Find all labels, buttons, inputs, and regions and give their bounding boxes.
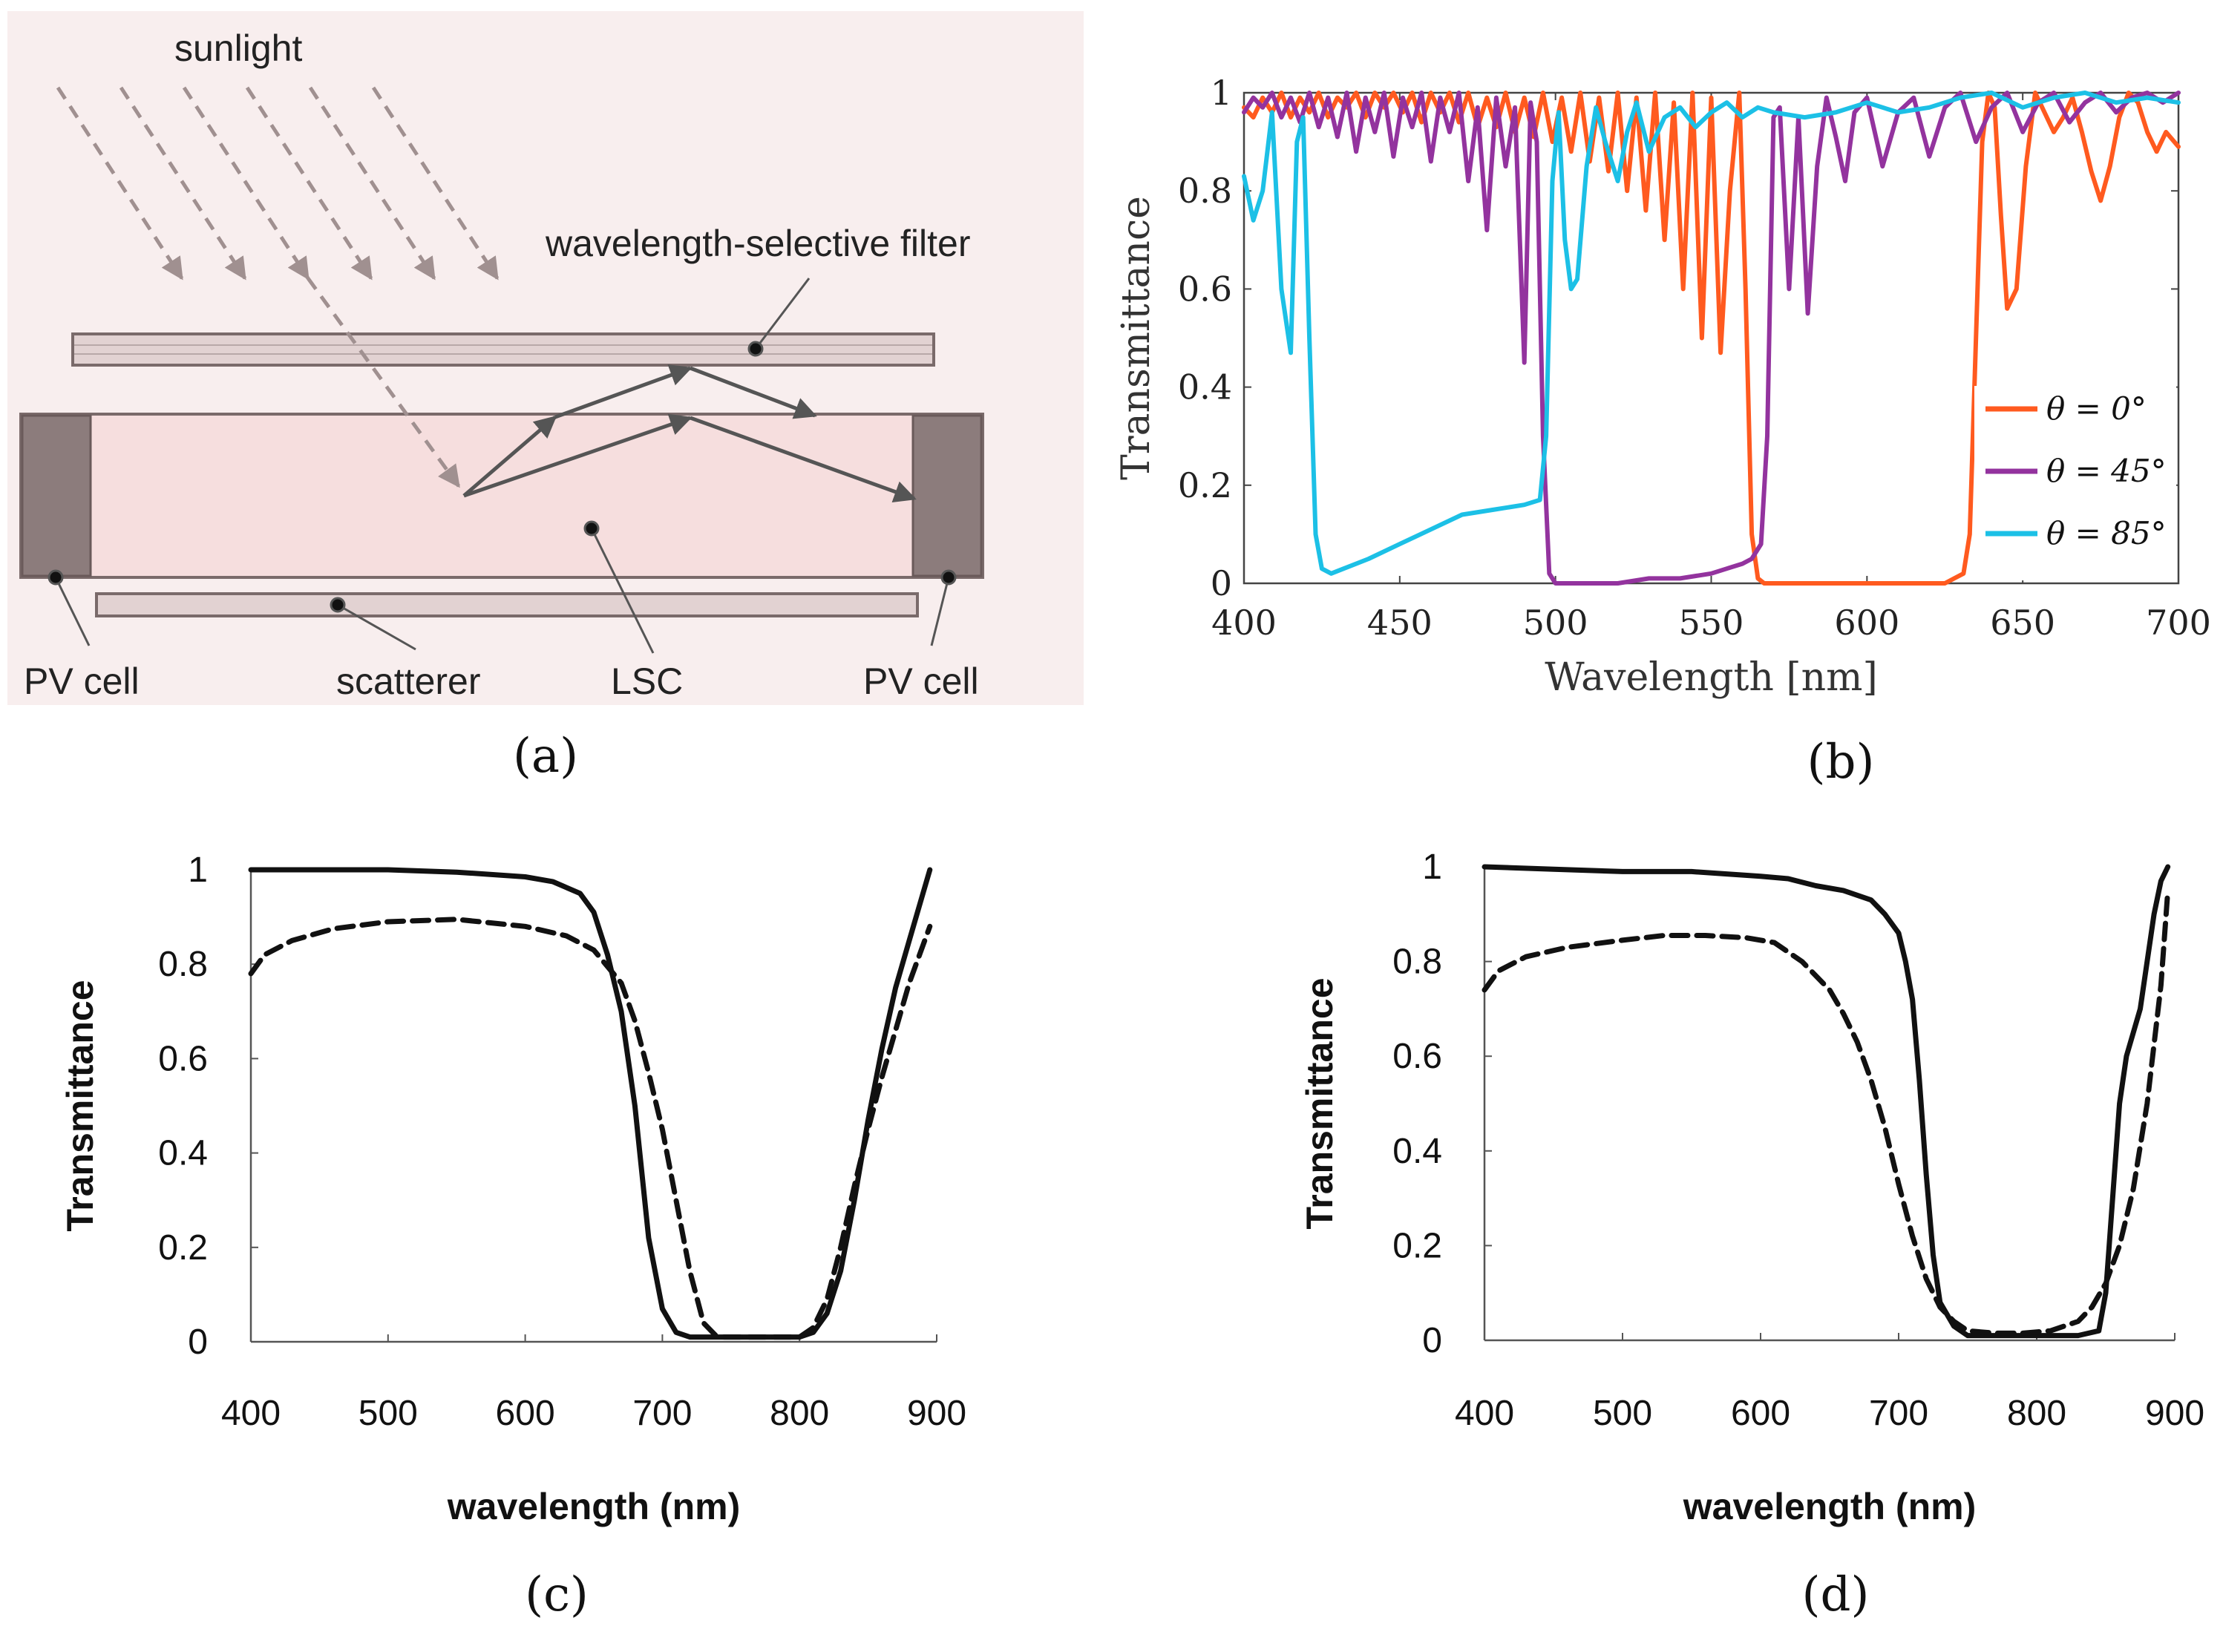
- series-line-3: [1242, 91, 2181, 576]
- x-tick-label: 500: [1523, 603, 1588, 643]
- sunlight-rays: [56, 86, 500, 281]
- pv-cell-right: [911, 414, 983, 577]
- leader-lsc: [590, 528, 655, 654]
- x-tick-label: 900: [2145, 1394, 2204, 1433]
- wavelength-selective-filter: [71, 332, 935, 367]
- x-tick-label: 600: [1834, 603, 1899, 643]
- x-tick-label: 400: [1455, 1394, 1514, 1433]
- x-tick-label: 900: [907, 1394, 966, 1433]
- x-tick-label: 500: [359, 1394, 418, 1433]
- y-tick-label: 0.4: [1178, 367, 1232, 407]
- leader-filter: [754, 278, 811, 350]
- x-tick-label: 450: [1367, 603, 1433, 643]
- y-tick-label: 0.8: [1392, 943, 1442, 982]
- x-tick-label: 700: [2146, 603, 2211, 643]
- y-tick-label: 0: [1211, 563, 1232, 603]
- leader-dot: [48, 569, 64, 586]
- y-tick-label: 0.8: [1178, 171, 1232, 211]
- emitted-ray: [463, 413, 693, 498]
- leader-dot: [330, 597, 346, 613]
- y-tick-label: 1: [188, 850, 208, 890]
- x-tick-label: 700: [1869, 1394, 1928, 1433]
- label-pv-cell-left: PV cell: [24, 661, 140, 702]
- label-pv-cell-right: PV cell: [863, 661, 979, 702]
- emitted-ray: [690, 416, 917, 502]
- lsc-slab: [19, 413, 984, 579]
- x-tick-label: 500: [1593, 1394, 1652, 1433]
- y-tick-label: 0.4: [1392, 1132, 1442, 1171]
- x-axis-label: Wavelength [nm]: [1545, 655, 1878, 700]
- x-tick-label: 600: [1731, 1394, 1790, 1433]
- caption-b: (b): [1807, 735, 1875, 790]
- y-tick-label: 0.2: [158, 1228, 208, 1268]
- pv-cell-left: [21, 414, 92, 577]
- y-tick-label: 0: [188, 1322, 208, 1362]
- caption-a: (a): [513, 729, 578, 784]
- emitted-ray: [462, 416, 557, 497]
- emitted-ray: [554, 364, 693, 419]
- x-axis-label: wavelength (nm): [1683, 1486, 1976, 1527]
- sunlight-ray: [56, 86, 184, 281]
- label-scatterer: scatterer: [336, 661, 481, 702]
- label-filter: wavelength-selective filter: [545, 223, 971, 264]
- scatterer-layer: [95, 592, 919, 617]
- leader-dot: [940, 569, 957, 586]
- y-axis-label: Transmittance: [59, 980, 101, 1231]
- series-line-1: [1242, 91, 2181, 586]
- x-tick-label: 550: [1679, 603, 1744, 643]
- y-tick-label: 1: [1211, 73, 1232, 113]
- label-sunlight: sunlight: [174, 27, 302, 69]
- leader-dot: [747, 341, 764, 357]
- series-line-2: [248, 917, 933, 1340]
- sunlight-ray: [308, 86, 436, 281]
- x-tick-label: 700: [632, 1394, 692, 1433]
- y-tick-label: 0.8: [158, 945, 208, 984]
- series-line-2: [1242, 91, 2181, 586]
- x-tick-label: 800: [2007, 1394, 2066, 1433]
- emitted-rays: [462, 364, 917, 502]
- x-tick-label: 650: [1990, 603, 2055, 643]
- y-tick-label: 1: [1422, 848, 1442, 887]
- panel-a-diagram: sunlight wavelength-selective filter PV …: [7, 11, 1084, 705]
- emitted-ray: [690, 366, 817, 419]
- y-tick-label: 0.6: [158, 1039, 208, 1078]
- x-tick-label: 400: [221, 1394, 281, 1433]
- y-tick-label: 0.6: [1178, 269, 1232, 309]
- y-tick-label: 0.2: [1392, 1226, 1442, 1265]
- series-line-1: [1482, 864, 2171, 1339]
- label-lsc: LSC: [611, 661, 683, 702]
- leader-dot: [583, 520, 600, 537]
- series-line-1: [248, 867, 933, 1340]
- y-axis-label: Transmittance: [1114, 196, 1159, 480]
- series-line-2: [1482, 888, 2171, 1336]
- leader-lines: [48, 278, 957, 654]
- y-tick-label: 0.6: [1392, 1037, 1442, 1076]
- legend-entry: θ = 85°: [2046, 515, 2167, 551]
- y-tick-label: 0.2: [1178, 465, 1232, 505]
- sunlight-ray: [119, 86, 247, 281]
- legend-entry: θ = 45°: [2046, 453, 2167, 489]
- y-tick-label: 0.4: [158, 1134, 208, 1173]
- x-tick-label: 400: [1211, 603, 1277, 643]
- panel-b-chart: 400 450 500 550 600 650 700 0 0.2 0.4 0.6 0.8 1 Wavel…: [1114, 73, 2211, 700]
- caption-c: (c): [525, 1567, 589, 1622]
- caption-d: (d): [1802, 1567, 1870, 1622]
- x-axis-label: wavelength (nm): [447, 1486, 740, 1527]
- leader-pv-left: [54, 577, 91, 646]
- leader-pv-right: [930, 577, 950, 646]
- panel-d-chart: 400 500 600 700 800 900 0 0.2 0.4 0.6 0.8 1 waveleng…: [1299, 848, 2204, 1527]
- legend-box: [1974, 386, 2176, 580]
- leader-scatterer: [337, 603, 416, 651]
- y-tick-label: 0: [1422, 1321, 1442, 1360]
- legend-entry: θ = 0°: [2046, 390, 2147, 427]
- sunlight-ray: [182, 86, 310, 281]
- sunlight-ray: [371, 86, 500, 281]
- x-tick-label: 600: [496, 1394, 555, 1433]
- y-axis-label: Transmittance: [1299, 977, 1340, 1229]
- sunlight-ray: [245, 86, 373, 281]
- panel-c-chart: 400 500 600 700 800 900 0 0.2 0.4 0.6 0.8 1 waveleng…: [59, 850, 966, 1527]
- x-tick-label: 800: [770, 1394, 829, 1433]
